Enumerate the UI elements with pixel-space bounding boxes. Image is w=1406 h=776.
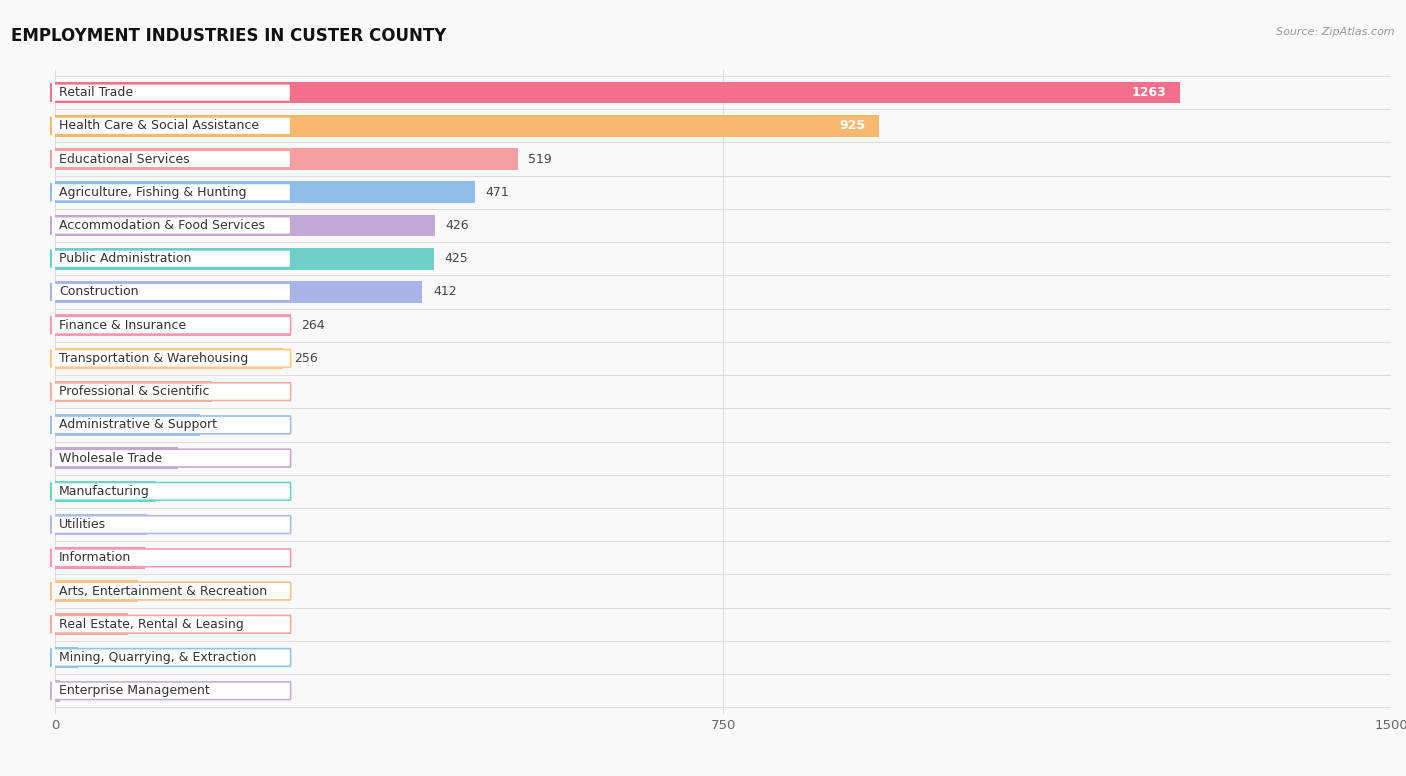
FancyBboxPatch shape xyxy=(51,649,291,667)
Text: Educational Services: Educational Services xyxy=(59,153,190,165)
Text: Health Care & Social Assistance: Health Care & Social Assistance xyxy=(59,120,259,133)
FancyBboxPatch shape xyxy=(51,682,291,700)
Text: Transportation & Warehousing: Transportation & Warehousing xyxy=(59,352,249,365)
Text: 93: 93 xyxy=(149,584,165,598)
FancyBboxPatch shape xyxy=(51,416,291,434)
Text: Enterprise Management: Enterprise Management xyxy=(59,684,209,698)
Text: 1263: 1263 xyxy=(1132,86,1167,99)
Bar xyxy=(55,646,77,668)
Bar xyxy=(55,182,475,203)
Text: 412: 412 xyxy=(433,286,457,299)
FancyBboxPatch shape xyxy=(51,383,291,400)
Text: Arts, Entertainment & Recreation: Arts, Entertainment & Recreation xyxy=(59,584,267,598)
Bar xyxy=(55,215,434,237)
Text: Public Administration: Public Administration xyxy=(59,252,191,265)
FancyBboxPatch shape xyxy=(51,516,291,533)
Bar xyxy=(55,348,284,369)
Text: 5: 5 xyxy=(70,684,79,698)
Text: Utilities: Utilities xyxy=(59,518,107,531)
Text: 925: 925 xyxy=(839,120,866,133)
Bar xyxy=(55,480,156,502)
Bar xyxy=(55,514,148,535)
Text: Source: ZipAtlas.com: Source: ZipAtlas.com xyxy=(1277,27,1395,37)
Text: Finance & Insurance: Finance & Insurance xyxy=(59,319,186,331)
Bar xyxy=(55,281,422,303)
Text: Manufacturing: Manufacturing xyxy=(59,485,150,498)
Text: 81: 81 xyxy=(138,618,155,631)
Text: Agriculture, Fishing & Hunting: Agriculture, Fishing & Hunting xyxy=(59,185,246,199)
FancyBboxPatch shape xyxy=(51,317,291,334)
FancyBboxPatch shape xyxy=(51,549,291,566)
Bar xyxy=(55,414,200,435)
FancyBboxPatch shape xyxy=(51,183,291,201)
Text: EMPLOYMENT INDUSTRIES IN CUSTER COUNTY: EMPLOYMENT INDUSTRIES IN CUSTER COUNTY xyxy=(11,27,447,45)
FancyBboxPatch shape xyxy=(51,349,291,367)
FancyBboxPatch shape xyxy=(51,250,291,268)
Text: Mining, Quarrying, & Extraction: Mining, Quarrying, & Extraction xyxy=(59,651,256,664)
Bar xyxy=(55,447,179,469)
Text: Information: Information xyxy=(59,551,131,564)
Text: Construction: Construction xyxy=(59,286,139,299)
Bar xyxy=(55,81,1180,103)
Text: Retail Trade: Retail Trade xyxy=(59,86,134,99)
FancyBboxPatch shape xyxy=(51,283,291,301)
Text: 519: 519 xyxy=(529,153,553,165)
Text: 425: 425 xyxy=(444,252,468,265)
FancyBboxPatch shape xyxy=(51,449,291,467)
Text: Wholesale Trade: Wholesale Trade xyxy=(59,452,162,465)
Bar xyxy=(55,148,517,170)
Bar xyxy=(55,580,138,602)
Text: 103: 103 xyxy=(157,518,181,531)
Text: 256: 256 xyxy=(294,352,318,365)
Bar xyxy=(55,248,434,269)
Text: 113: 113 xyxy=(167,485,190,498)
FancyBboxPatch shape xyxy=(51,151,291,168)
FancyBboxPatch shape xyxy=(51,615,291,633)
Text: Accommodation & Food Services: Accommodation & Food Services xyxy=(59,219,266,232)
Bar xyxy=(55,314,291,336)
Text: 162: 162 xyxy=(211,418,233,431)
Bar xyxy=(55,680,60,702)
Text: 138: 138 xyxy=(188,452,212,465)
Text: 100: 100 xyxy=(155,551,179,564)
Text: Professional & Scientific: Professional & Scientific xyxy=(59,385,209,398)
Text: 426: 426 xyxy=(446,219,470,232)
Bar xyxy=(55,547,145,569)
Text: 471: 471 xyxy=(485,185,509,199)
Bar xyxy=(55,115,879,137)
Bar xyxy=(55,381,212,403)
FancyBboxPatch shape xyxy=(51,582,291,600)
FancyBboxPatch shape xyxy=(51,84,291,102)
Text: 25: 25 xyxy=(89,651,104,664)
FancyBboxPatch shape xyxy=(51,117,291,135)
Text: Administrative & Support: Administrative & Support xyxy=(59,418,217,431)
FancyBboxPatch shape xyxy=(51,217,291,234)
FancyBboxPatch shape xyxy=(51,483,291,501)
Bar xyxy=(55,614,128,635)
Text: Real Estate, Rental & Leasing: Real Estate, Rental & Leasing xyxy=(59,618,243,631)
Text: 176: 176 xyxy=(224,385,246,398)
Text: 264: 264 xyxy=(301,319,325,331)
